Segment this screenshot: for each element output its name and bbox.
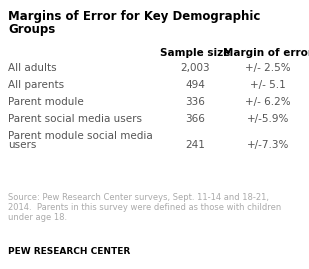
Text: +/-7.3%: +/-7.3% (247, 140, 289, 150)
Text: +/- 2.5%: +/- 2.5% (245, 63, 291, 73)
Text: Sample size: Sample size (160, 48, 230, 58)
Text: 336: 336 (185, 97, 205, 107)
Text: Parent module: Parent module (8, 97, 84, 107)
Text: +/- 6.2%: +/- 6.2% (245, 97, 291, 107)
Text: +/-5.9%: +/-5.9% (247, 114, 289, 124)
Text: Margins of Error for Key Demographic: Margins of Error for Key Demographic (8, 10, 260, 23)
Text: All parents: All parents (8, 80, 64, 90)
Text: under age 18.: under age 18. (8, 213, 67, 222)
Text: Parent module social media: Parent module social media (8, 131, 153, 141)
Text: Source: Pew Research Center surveys, Sept. 11-14 and 18-21,: Source: Pew Research Center surveys, Sep… (8, 193, 269, 202)
Text: 241: 241 (185, 140, 205, 150)
Text: 2014.  Parents in this survey were defined as those with children: 2014. Parents in this survey were define… (8, 203, 281, 212)
Text: +/- 5.1: +/- 5.1 (250, 80, 286, 90)
Text: Parent social media users: Parent social media users (8, 114, 142, 124)
Text: 366: 366 (185, 114, 205, 124)
Text: Groups: Groups (8, 23, 55, 36)
Text: Margin of error: Margin of error (223, 48, 309, 58)
Text: users: users (8, 140, 36, 150)
Text: All adults: All adults (8, 63, 57, 73)
Text: PEW RESEARCH CENTER: PEW RESEARCH CENTER (8, 247, 130, 256)
Text: 494: 494 (185, 80, 205, 90)
Text: 2,003: 2,003 (180, 63, 210, 73)
